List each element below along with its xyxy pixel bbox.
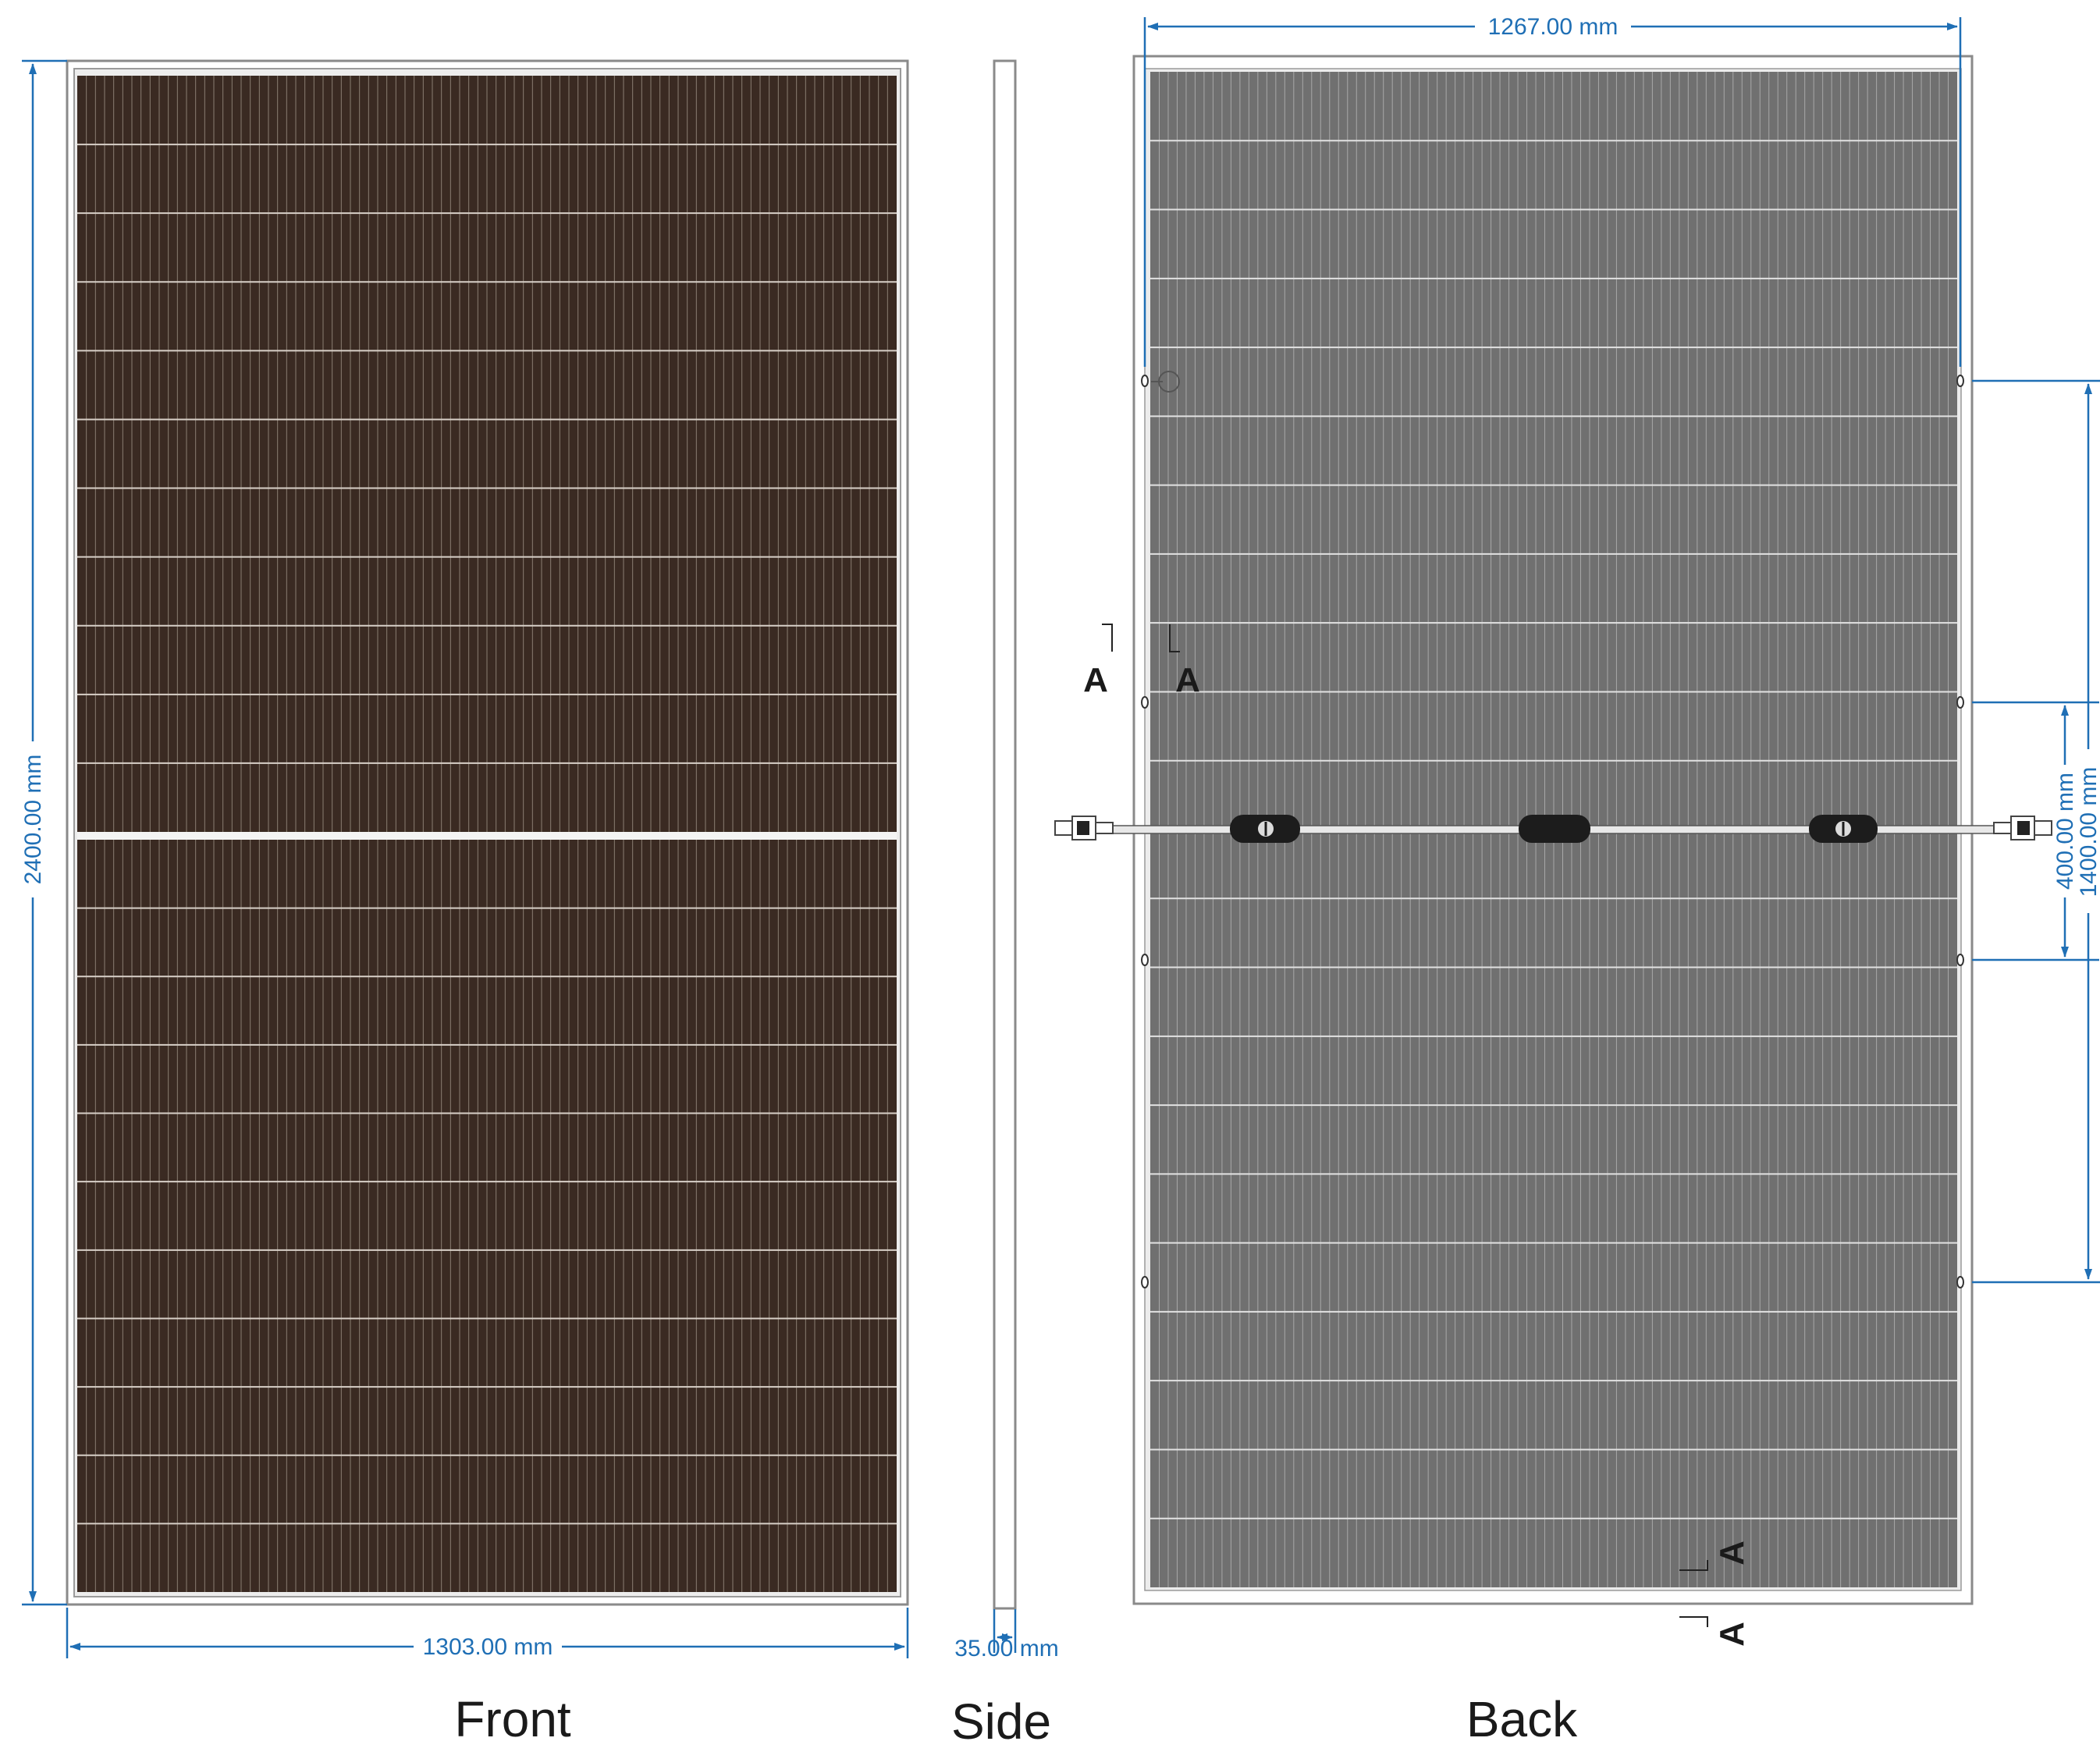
short-spacing-dimension-label: 400.00 mm bbox=[2052, 773, 2078, 890]
thickness-dimension-label: 35.00 mm bbox=[954, 1636, 1058, 1661]
mounting-hole bbox=[1141, 375, 1149, 387]
left-connector bbox=[1054, 816, 1114, 840]
height-dimension-label: 2400.00 mm bbox=[20, 755, 46, 885]
side-view-label: Side bbox=[951, 1693, 1051, 1748]
back-view-label: Back bbox=[1466, 1691, 1578, 1747]
junction-box-right bbox=[1809, 815, 1878, 843]
front-view bbox=[66, 59, 909, 1606]
mounting-hole bbox=[1141, 954, 1149, 966]
right-connector bbox=[1993, 816, 2052, 840]
front-center-busbar bbox=[77, 832, 897, 840]
mounting-hole bbox=[1956, 696, 1964, 709]
width-dimension-label: 1303.00 mm bbox=[423, 1634, 553, 1660]
section-marker-label: A bbox=[1713, 1541, 1751, 1565]
mounting-hole bbox=[1956, 1276, 1964, 1288]
front-width-dimension: 1303.00 mm bbox=[66, 1608, 909, 1660]
long-spacing-dimension-label: 1400.00 mm bbox=[2076, 767, 2100, 897]
side-frame-profile bbox=[993, 59, 1017, 1610]
cable-assembly bbox=[1054, 815, 2052, 843]
back-hole-spacing-dimensions: 1400.00 mm 400.00 mm bbox=[1972, 379, 2100, 1284]
section-marker-label: A bbox=[1175, 661, 1200, 699]
back-hole-span-dimension: 1267.00 mm bbox=[1143, 14, 1962, 367]
mounting-hole bbox=[1141, 696, 1149, 709]
section-markers: A A A A bbox=[1083, 624, 1751, 1647]
junction-box-center bbox=[1519, 815, 1590, 843]
side-view bbox=[993, 59, 1017, 1610]
mounting-hole bbox=[1141, 1276, 1149, 1288]
side-thickness-dimension: 35.00 mm bbox=[954, 1609, 1059, 1661]
hole-span-dimension-label: 1267.00 mm bbox=[1488, 14, 1619, 40]
junction-box-left bbox=[1230, 815, 1300, 843]
section-marker-label: A bbox=[1083, 661, 1108, 699]
front-height-dimension: 2400.00 mm bbox=[20, 59, 67, 1606]
mounting-holes bbox=[1141, 371, 1964, 1288]
section-marker-label: A bbox=[1713, 1622, 1751, 1647]
front-view-label: Front bbox=[454, 1691, 571, 1747]
mounting-hole bbox=[1956, 954, 1964, 966]
back-view: A A A A bbox=[1054, 55, 2052, 1647]
mounting-hole bbox=[1956, 375, 1964, 387]
